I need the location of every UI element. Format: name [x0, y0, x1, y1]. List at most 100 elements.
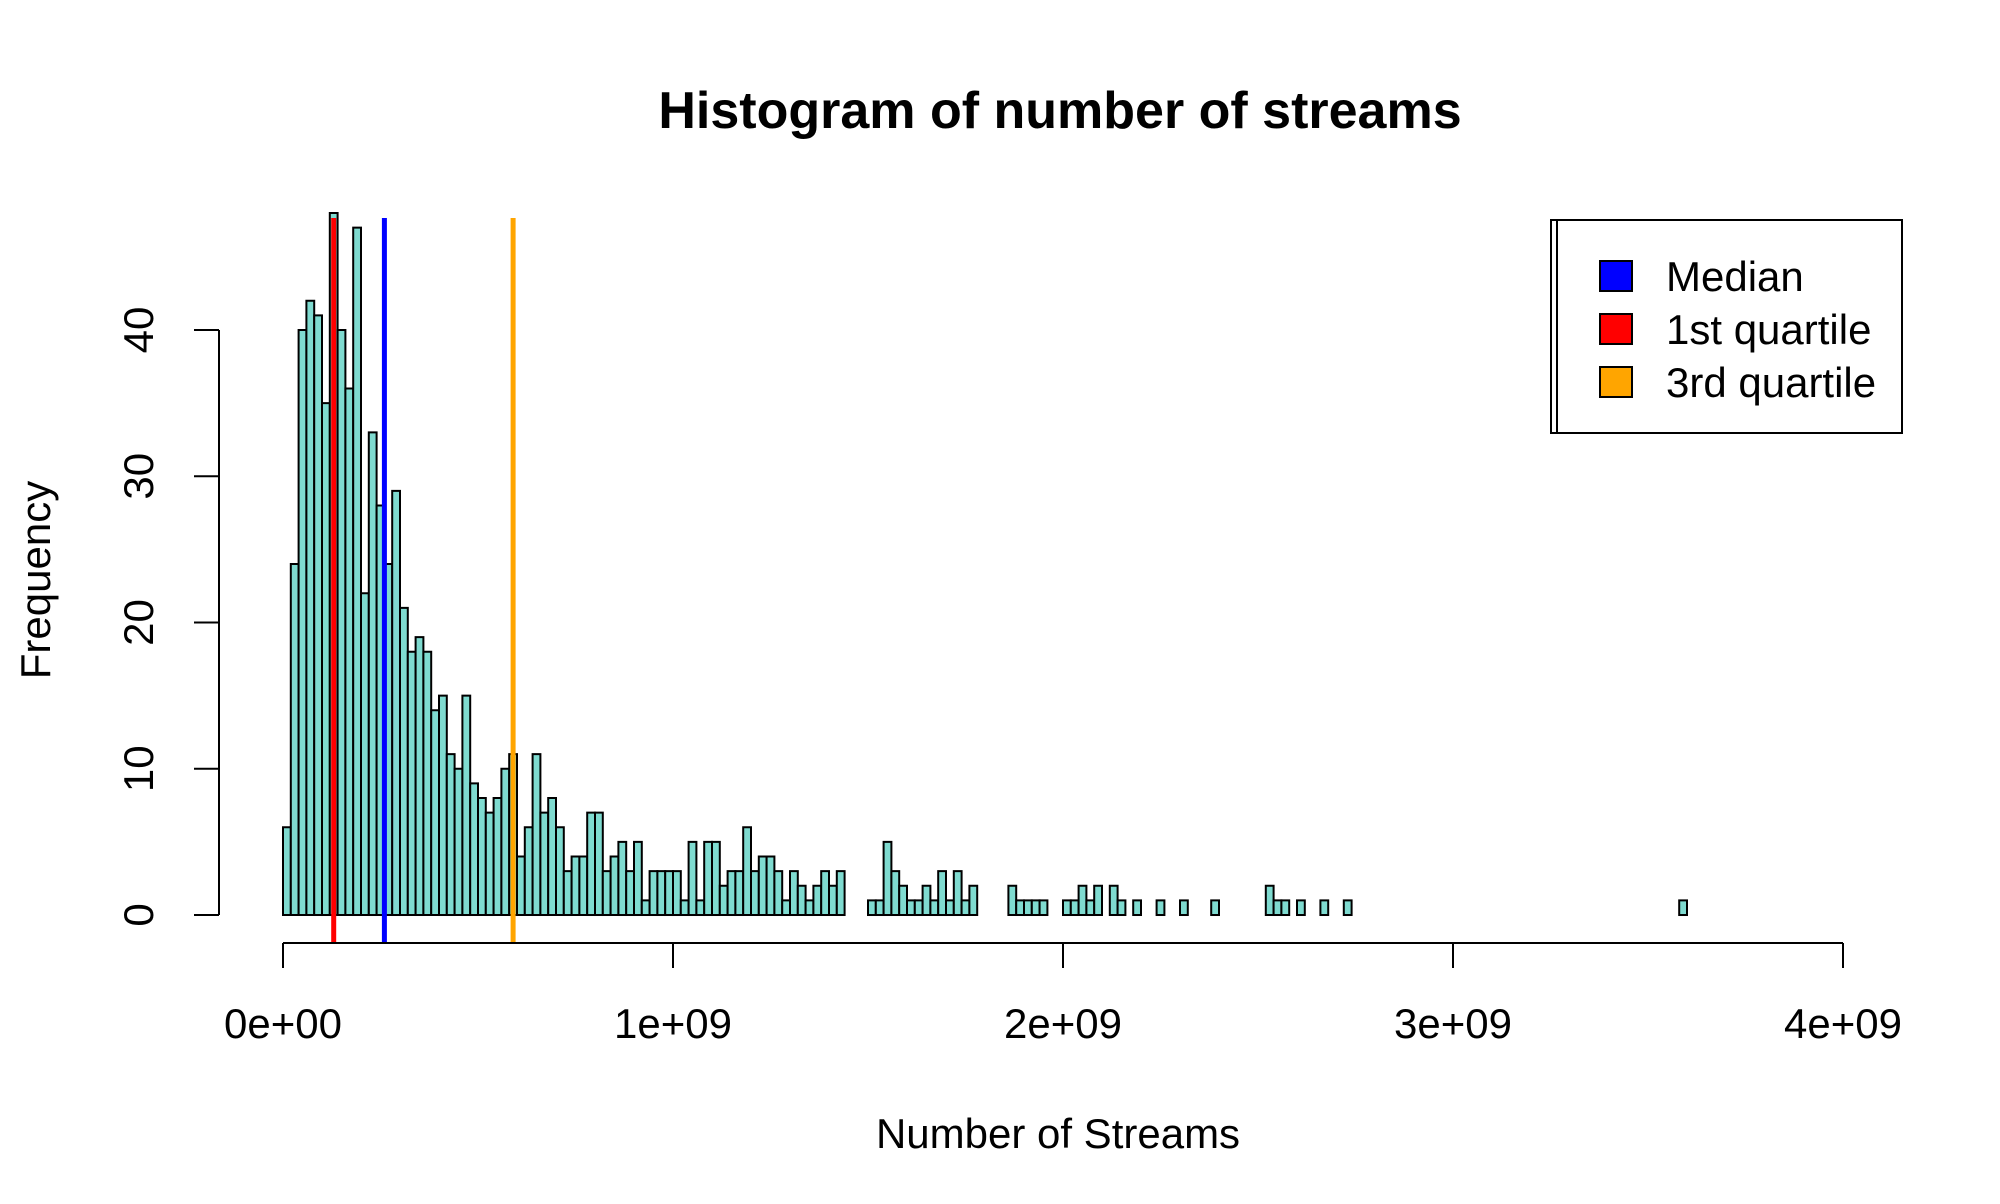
histogram-bar [1280, 899, 1291, 917]
histogram-bar [547, 797, 558, 916]
histogram-bar [952, 870, 963, 917]
histogram-bar [399, 606, 409, 917]
histogram-bar [898, 884, 909, 916]
histogram-bar [960, 899, 971, 917]
histogram-bars [282, 212, 1688, 917]
histogram-bar [1272, 899, 1283, 917]
histogram-bar [1155, 899, 1166, 917]
histogram-bar [469, 782, 480, 917]
histogram-bar [773, 870, 784, 917]
histogram-bar [796, 884, 807, 916]
histogram-bar [1132, 899, 1142, 917]
histogram-bar [1077, 884, 1088, 916]
y-tick-label: 20 [115, 599, 162, 646]
histogram-bar [313, 314, 324, 917]
legend-swatch [1599, 313, 1633, 345]
legend-label: 3rd quartile [1666, 359, 1876, 406]
histogram-bar [1108, 884, 1119, 916]
histogram-bar [820, 870, 831, 917]
histogram-bar [742, 826, 753, 916]
histogram-bar [305, 299, 316, 916]
histogram-bar [570, 855, 581, 916]
histogram-bar [913, 899, 924, 917]
histogram-bar [672, 870, 682, 917]
histogram-bar [461, 694, 472, 917]
legend-swatch [1599, 260, 1633, 292]
histogram-bar [882, 840, 893, 917]
histogram-bar [757, 855, 768, 916]
histogram-bar [1023, 899, 1033, 917]
y-axis-label: Frequency [12, 481, 59, 679]
histogram-bar [1085, 899, 1096, 917]
histogram-bar [874, 899, 885, 917]
histogram-bar [1015, 899, 1026, 917]
histogram-bar [321, 402, 331, 917]
histogram-bar [422, 650, 433, 916]
histogram-bar [921, 884, 932, 916]
x-tick-label: 4e+09 [1784, 1000, 1902, 1047]
histogram-bar [430, 709, 441, 916]
legend-label: Median [1666, 253, 1804, 300]
quartile-lines [331, 218, 516, 943]
histogram-bar [586, 811, 597, 917]
histogram-bar [391, 489, 402, 917]
histogram-bar [360, 592, 370, 916]
histogram-bar [609, 855, 620, 916]
legend: Median 1st quartile 3rd quartile [1550, 219, 1903, 434]
histogram-bar [828, 884, 838, 916]
histogram-bar [406, 650, 417, 916]
histogram-bar [601, 870, 612, 917]
histogram-bar [539, 811, 550, 917]
histogram-bar [664, 870, 675, 917]
histogram-bar [484, 811, 495, 917]
histogram-bar [1030, 899, 1041, 917]
histogram-bar [438, 694, 448, 917]
histogram-bar [812, 884, 823, 916]
histogram-bar [617, 840, 628, 917]
histogram-bar [890, 870, 901, 917]
legend-entries: Median 1st quartile 3rd quartile [1599, 253, 1876, 406]
histogram-bar [336, 329, 347, 916]
histogram-bar [937, 870, 948, 917]
x-tick-label: 0e+00 [224, 1000, 342, 1047]
histogram-bar [781, 899, 792, 917]
histogram-bar [1319, 899, 1330, 917]
histogram-bar [282, 826, 292, 916]
histogram-bar [656, 870, 667, 917]
histogram-bar [523, 826, 534, 916]
histogram-bar [1038, 899, 1049, 917]
histogram-bar [1264, 884, 1275, 916]
histogram-bar [578, 855, 589, 916]
histogram-bar [640, 899, 651, 917]
histogram-bar [1296, 899, 1306, 917]
legend-label: 1st quartile [1666, 306, 1871, 353]
histogram-bar [718, 884, 729, 916]
histogram-bar [789, 870, 799, 917]
x-axis: 0e+00 1e+09 2e+09 3e+09 4e+09 [224, 942, 1902, 1047]
histogram-bar [695, 899, 706, 917]
histogram-bar [734, 870, 745, 917]
legend-swatch [1599, 366, 1633, 398]
histogram-bar [516, 855, 526, 916]
histogram-bar [726, 870, 737, 917]
histogram-bar [867, 899, 877, 917]
x-tick-label: 2e+09 [1004, 1000, 1122, 1047]
x-tick-label: 1e+09 [614, 1000, 732, 1047]
histogram-bar [648, 870, 659, 917]
y-axis: 0 10 20 30 40 [115, 307, 220, 927]
histogram-bar [750, 870, 760, 917]
histogram-bar [352, 226, 363, 917]
histogram-bar [765, 855, 776, 916]
histogram-bar [1210, 899, 1220, 917]
histogram-bar [1069, 899, 1080, 917]
histogram-bar [1093, 884, 1103, 916]
histogram-bar [492, 797, 503, 916]
histogram-bar [929, 899, 940, 917]
x-tick-label: 3e+09 [1394, 1000, 1512, 1047]
histogram-bar [633, 840, 643, 917]
histogram-bar [679, 899, 690, 917]
y-tick-label: 0 [115, 903, 162, 926]
histogram-bar [500, 767, 511, 916]
histogram-bar [945, 899, 955, 917]
histogram-bar [711, 840, 721, 917]
